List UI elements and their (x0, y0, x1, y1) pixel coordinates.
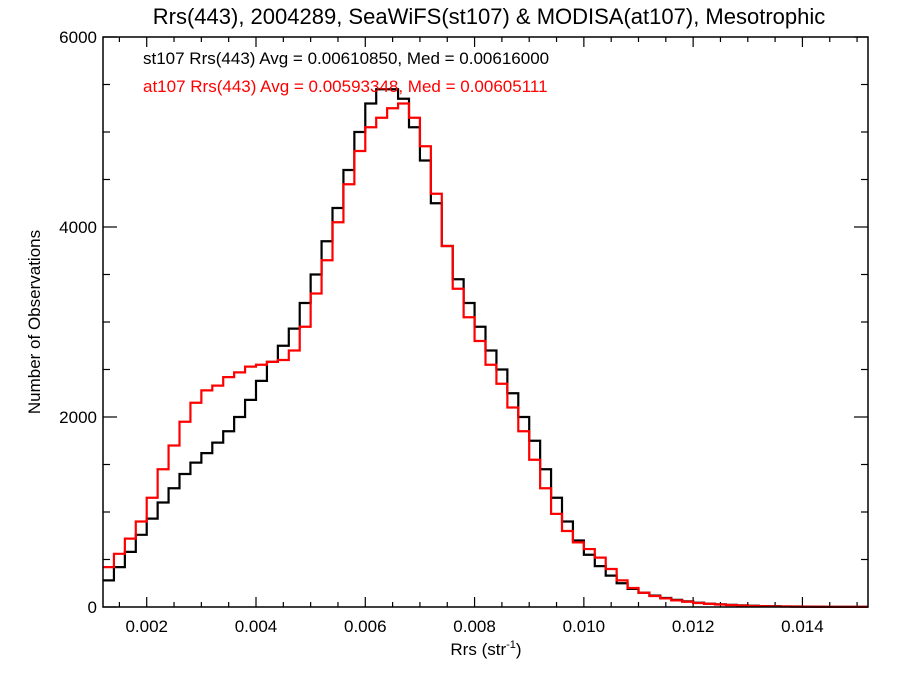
x-tick-label: 0.012 (672, 617, 715, 636)
y-tick-label: 0 (88, 598, 97, 617)
y-tick-label: 6000 (59, 28, 97, 47)
series-at107-line (103, 102, 868, 608)
tick-marks (103, 36, 868, 608)
x-tick-labels: 0.002 0.004 0.006 0.008 0.010 0.012 0.014 (125, 617, 823, 636)
x-axis-label: Rrs (str-1) (450, 639, 521, 659)
x-tick-label: 0.004 (235, 617, 278, 636)
x-tick-label: 0.002 (125, 617, 168, 636)
x-tick-label: 0.006 (344, 617, 387, 636)
series-group (103, 88, 868, 608)
y-tick-label: 4000 (59, 218, 97, 237)
annotation-st107: st107 Rrs(443) Avg = 0.00610850, Med = 0… (143, 49, 549, 68)
y-tick-label: 2000 (59, 408, 97, 427)
x-tick-label: 0.008 (453, 617, 496, 636)
annotation-at107: at107 Rrs(443) Avg = 0.00593348, Med = 0… (143, 77, 548, 96)
x-tick-label: 0.010 (563, 617, 606, 636)
x-tick-label: 0.014 (781, 617, 824, 636)
y-axis-label: Number of Observations (25, 230, 44, 414)
chart-title: Rrs(443), 2004289, SeaWiFS(st107) & MODI… (153, 4, 826, 29)
y-tick-labels: 0 2000 4000 6000 (59, 28, 97, 617)
plot-frame (102, 36, 869, 608)
